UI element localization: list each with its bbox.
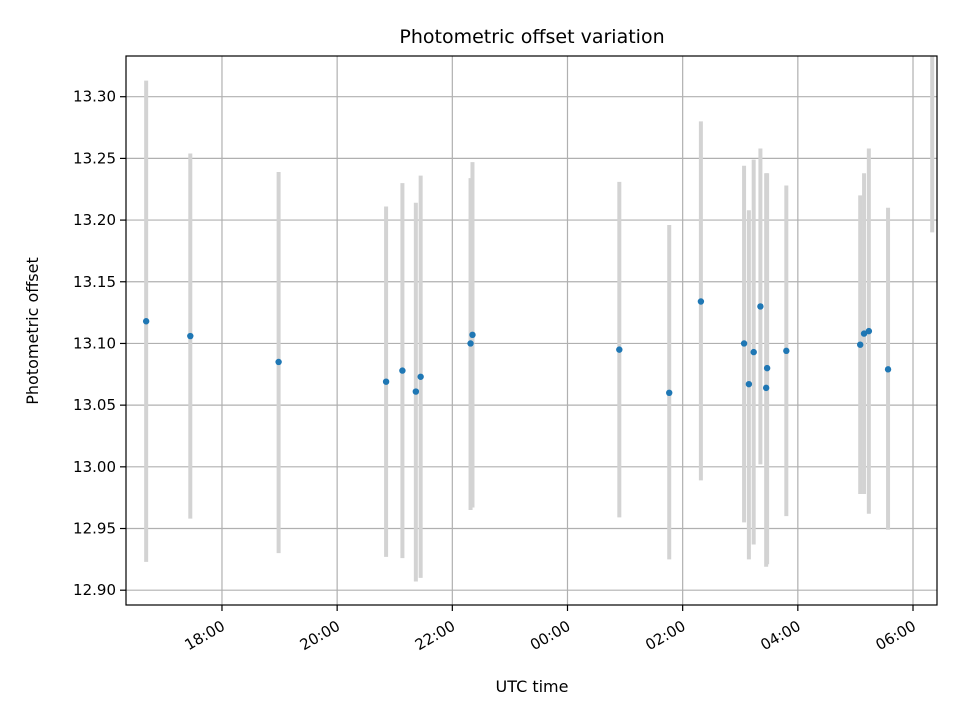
data-point bbox=[762, 384, 770, 392]
chart-title: Photometric offset variation bbox=[399, 26, 664, 48]
y-axis-label: Photometric offset bbox=[23, 257, 42, 405]
y-axis: 12.90 12.95 13.00 13.05 13.10 13.15 13.20 13.25… bbox=[73, 88, 126, 599]
data-point bbox=[469, 331, 476, 339]
grid bbox=[126, 56, 937, 605]
x-tick-label: 00:00 bbox=[527, 617, 573, 654]
data-point bbox=[697, 298, 705, 305]
data-point bbox=[740, 340, 748, 347]
x-tick-label: 22:00 bbox=[412, 617, 458, 654]
data-point bbox=[412, 388, 420, 395]
data-point bbox=[763, 364, 771, 372]
data-point bbox=[857, 341, 864, 348]
y-tick-label: 13.20 bbox=[73, 211, 116, 229]
x-axis: 18:00 20:00 22:00 00:00 02:00 04:00 06:00 bbox=[182, 605, 919, 654]
y-tick-label: 13.10 bbox=[73, 334, 116, 352]
x-tick-label: 18:00 bbox=[182, 617, 228, 654]
data-points bbox=[142, 298, 892, 397]
data-point bbox=[417, 373, 424, 380]
x-tick-label: 06:00 bbox=[873, 617, 919, 654]
data-point bbox=[865, 327, 873, 335]
y-tick-label: 13.15 bbox=[73, 273, 116, 291]
y-tick-label: 13.00 bbox=[73, 458, 116, 476]
data-point bbox=[884, 366, 892, 373]
x-tick-label: 04:00 bbox=[757, 617, 803, 654]
data-point bbox=[467, 340, 474, 347]
x-tick-label: 02:00 bbox=[642, 617, 688, 654]
y-tick-label: 13.25 bbox=[73, 149, 116, 167]
error-bars bbox=[144, 56, 935, 582]
x-tick-label: 20:00 bbox=[297, 617, 343, 654]
data-point bbox=[616, 346, 623, 353]
data-point bbox=[750, 348, 757, 356]
data-point bbox=[187, 332, 194, 340]
data-point bbox=[757, 303, 764, 310]
data-point bbox=[666, 389, 673, 397]
y-tick-label: 12.95 bbox=[73, 520, 116, 538]
data-point bbox=[275, 358, 282, 366]
data-point bbox=[142, 318, 150, 325]
data-point bbox=[399, 367, 406, 374]
data-point bbox=[860, 330, 868, 337]
data-point bbox=[745, 380, 753, 388]
data-point bbox=[783, 347, 790, 355]
x-axis-label: UTC time bbox=[496, 677, 569, 696]
data-point bbox=[382, 378, 390, 385]
y-tick-label: 13.30 bbox=[73, 88, 116, 106]
y-tick-label: 12.90 bbox=[73, 581, 116, 599]
y-tick-label: 13.05 bbox=[73, 396, 116, 414]
plot-frame bbox=[125, 55, 938, 606]
